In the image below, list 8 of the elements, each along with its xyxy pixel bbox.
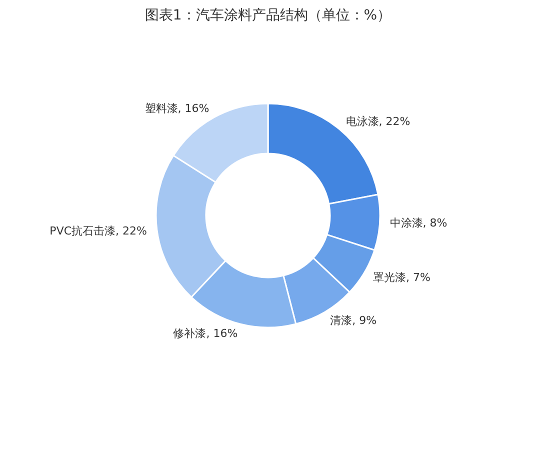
- chart-title: 图表1：汽车涂料产品结构（单位：%）: [144, 8, 392, 24]
- slice-label: 清漆, 9%: [330, 314, 377, 328]
- slice-label: 罩光漆, 7%: [373, 271, 430, 284]
- slice-label: 中涂漆, 8%: [390, 216, 448, 230]
- slice-label: 修补漆, 16%: [173, 327, 238, 340]
- slice-label: PVC抗石击漆, 22%: [50, 224, 147, 238]
- slice-label: 塑料漆, 16%: [144, 102, 210, 116]
- slice-label: 电泳漆, 22%: [346, 114, 410, 128]
